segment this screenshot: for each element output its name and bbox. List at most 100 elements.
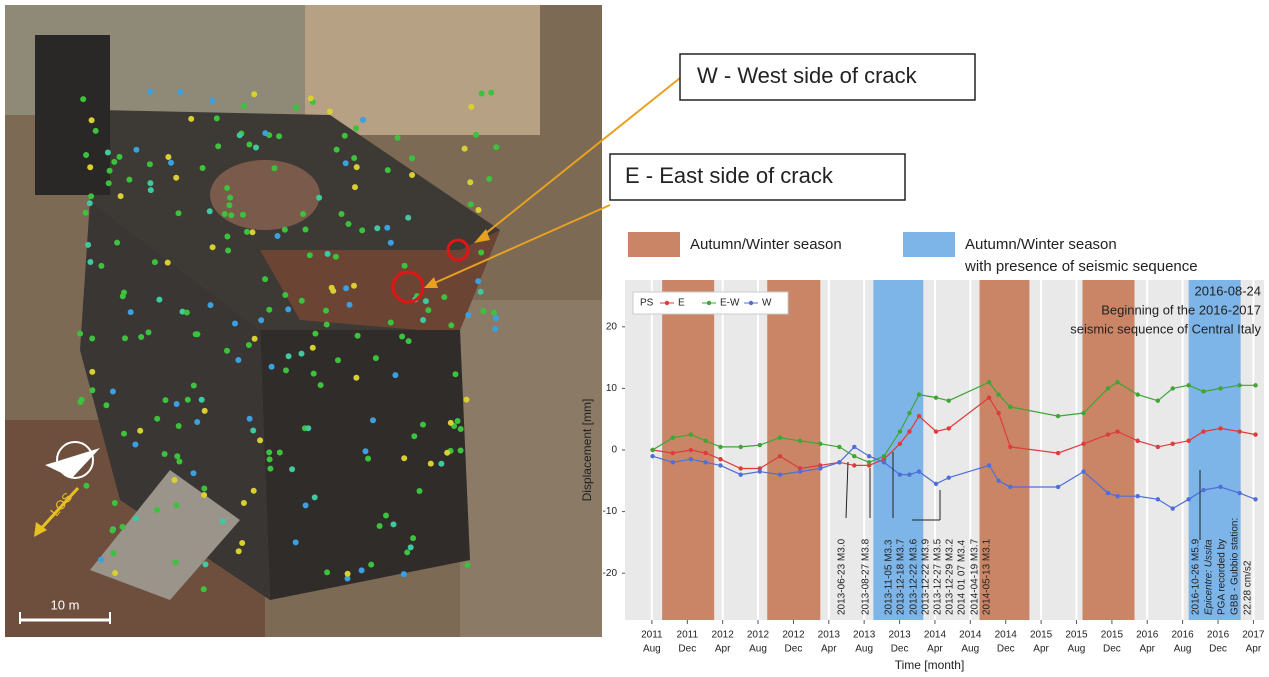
ps-point	[370, 417, 376, 424]
ps-point	[262, 130, 269, 137]
dome	[210, 160, 320, 230]
annotation: seismic sequence of Central Italy	[1070, 321, 1261, 336]
ps-point	[368, 561, 375, 568]
ps-point	[359, 227, 366, 234]
ps-point	[168, 159, 174, 166]
event-label: 2013-12-18 M3.7	[896, 538, 907, 615]
x-tick-label: Aug	[855, 644, 873, 655]
ps-point	[137, 427, 144, 434]
ps-point	[164, 259, 171, 266]
plot-background	[625, 280, 1264, 620]
ps-point	[473, 131, 480, 138]
y-tick-label: -20	[603, 568, 618, 579]
y-tick-label: 20	[606, 321, 618, 332]
ps-point	[281, 226, 288, 233]
data-point	[986, 380, 992, 385]
data-point	[1201, 487, 1206, 493]
data-point	[718, 444, 723, 450]
data-point	[688, 432, 694, 437]
ps-point	[478, 90, 485, 97]
ps-point	[235, 357, 242, 363]
data-point	[837, 460, 842, 465]
ps-point	[87, 164, 94, 171]
x-tick-label: 2015	[1065, 630, 1088, 641]
x-tick-label: Apr	[1033, 644, 1049, 655]
legend-marker	[706, 300, 712, 306]
ps-point	[224, 347, 230, 354]
legend-label: Autumn/Winter season	[690, 236, 842, 253]
ps-point	[257, 437, 264, 444]
ps-point	[83, 152, 90, 158]
ps-point	[266, 456, 273, 463]
ps-point	[438, 460, 445, 467]
data-point	[1008, 444, 1013, 450]
ps-point	[409, 155, 415, 162]
data-point	[777, 453, 783, 459]
ps-point	[307, 95, 314, 102]
data-point	[933, 429, 939, 434]
ps-point	[425, 307, 432, 314]
ps-point	[236, 132, 243, 139]
ps-point	[374, 225, 381, 232]
data-point	[881, 460, 887, 465]
event-arrow	[845, 461, 849, 519]
ps-point	[404, 549, 411, 556]
ps-points	[77, 88, 500, 593]
ps-point	[335, 357, 341, 364]
callout-box	[609, 153, 906, 201]
main-event-label: 2016-10-26 M5.9	[1191, 538, 1202, 615]
data-point	[1105, 386, 1111, 391]
ps-point	[172, 559, 179, 566]
ps-point	[138, 334, 145, 340]
data-point	[933, 481, 939, 487]
ps-point	[444, 449, 451, 456]
ps-point	[300, 211, 307, 217]
annotation: Beginning of the 2016-2017	[1101, 302, 1261, 317]
callout-arrowhead	[424, 277, 438, 288]
scale-label: 10 m	[51, 597, 80, 612]
ps-point	[105, 180, 112, 187]
ps-point	[190, 382, 197, 389]
ps-point	[88, 117, 95, 124]
data-point	[1253, 383, 1258, 388]
ps-point	[266, 306, 273, 313]
ps-point	[302, 502, 309, 509]
x-tick-label: 2013	[853, 630, 876, 641]
ps-point	[119, 293, 126, 300]
data-point	[738, 466, 743, 471]
ps-point	[422, 298, 429, 305]
ps-point	[188, 115, 195, 122]
ps-point	[226, 202, 233, 209]
ps-point	[372, 355, 379, 362]
event-label: 2013-12-22 M3.9	[921, 538, 932, 615]
ps-point	[491, 309, 497, 316]
ps-point	[342, 160, 349, 167]
data-point	[670, 460, 675, 465]
ps-point	[201, 407, 208, 414]
event-label: 2013-12-27 M3.5	[933, 538, 944, 615]
ps-point	[171, 477, 178, 483]
ps-point	[405, 338, 412, 345]
legend-title: PS	[640, 298, 654, 309]
ps-point	[309, 344, 316, 351]
ps-point	[387, 239, 394, 246]
ps-point	[209, 97, 216, 104]
x-tick-label: 2011	[677, 630, 699, 641]
ps-point	[147, 187, 154, 194]
ps-point	[224, 185, 231, 191]
ps-point	[352, 184, 358, 191]
ps-point	[235, 548, 242, 555]
ps-point	[452, 371, 459, 378]
ps-point	[232, 320, 238, 327]
ps-point	[103, 402, 110, 409]
y-axis-label: Displacement [mm]	[580, 399, 594, 502]
data-point	[1135, 392, 1140, 397]
ps-point	[177, 88, 184, 95]
ps-point	[209, 244, 216, 251]
ps-point	[467, 201, 474, 208]
x-tick-label: 2016	[1207, 630, 1230, 641]
x-tick-label: 2014	[924, 630, 947, 641]
ps-point	[225, 247, 232, 254]
legend-label: with presence of seismic sequence	[964, 258, 1198, 275]
los-arrow	[36, 486, 80, 534]
